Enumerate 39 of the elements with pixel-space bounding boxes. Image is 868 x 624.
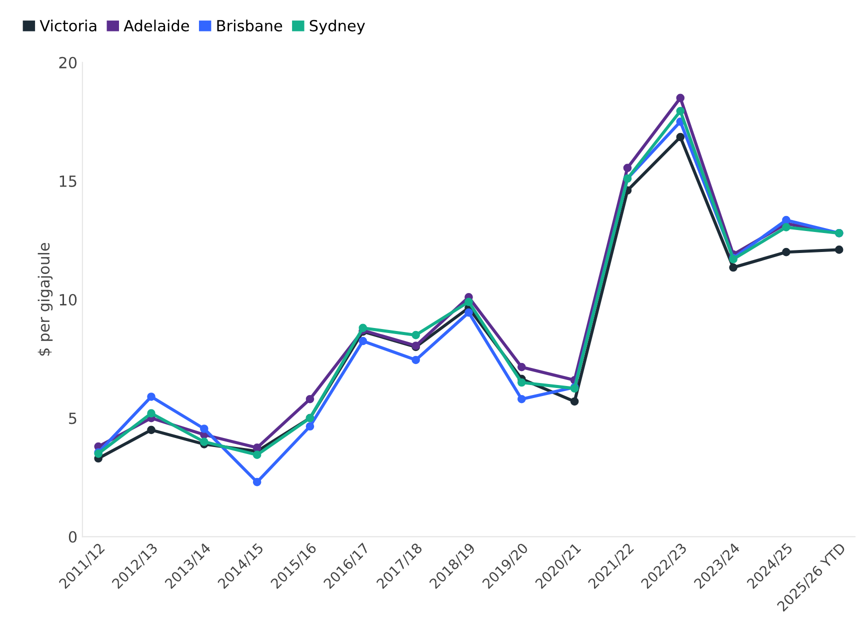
- point: [676, 132, 685, 142]
- point: [464, 308, 473, 317]
- point: [517, 362, 526, 372]
- legend-label: Brisbane: [217, 20, 282, 32]
- point: [676, 106, 685, 116]
- point: [147, 409, 156, 418]
- point: [200, 424, 208, 433]
- point: [358, 336, 368, 346]
- point: [676, 94, 685, 102]
- point: [306, 394, 314, 404]
- y-tick-label: 10: [60, 294, 77, 306]
- y-tick-label: 20: [59, 56, 77, 68]
- point: [412, 356, 420, 364]
- point: [782, 223, 790, 232]
- legend-label: Adelaide: [124, 20, 189, 32]
- y-tick-label: 15: [60, 176, 76, 187]
- point: [252, 450, 262, 459]
- point: [147, 392, 156, 401]
- legend-label: Victoria: [40, 20, 96, 32]
- point: [623, 164, 632, 172]
- point: [464, 298, 473, 306]
- point: [252, 478, 262, 486]
- point: [306, 422, 314, 431]
- legend-label: Sydney: [310, 20, 365, 34]
- point: [200, 438, 208, 446]
- y-tick-label: 5: [69, 412, 76, 424]
- y-tick-label: 0: [68, 531, 77, 543]
- point: [834, 246, 844, 254]
- point: [570, 397, 579, 406]
- point: [252, 444, 262, 452]
- point: [147, 426, 156, 434]
- point: [729, 263, 738, 272]
- point: [782, 248, 790, 256]
- point: [517, 394, 526, 404]
- y-axis-title: $ per gigajoule: [38, 242, 53, 356]
- point: [782, 216, 790, 224]
- point: [517, 378, 526, 387]
- point: [358, 324, 368, 332]
- point: [412, 330, 420, 340]
